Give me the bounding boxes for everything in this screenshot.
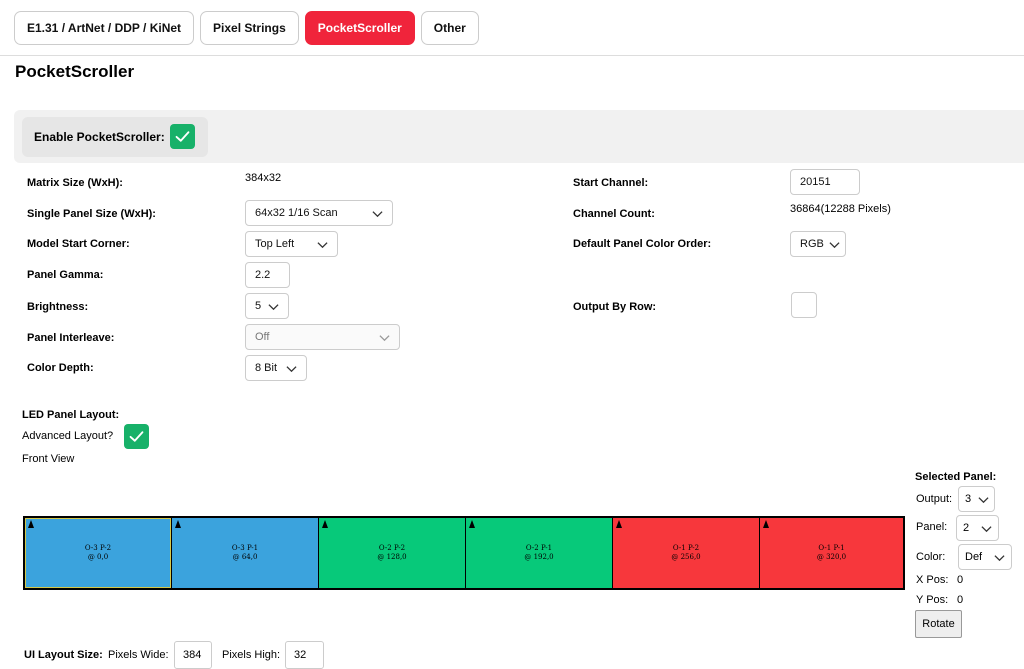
led-panel[interactable]: O-2 P-1 @ 192,0: [466, 518, 612, 588]
panel-select[interactable]: 2: [956, 515, 999, 541]
gamma-label: Panel Gamma:: [27, 269, 104, 281]
front-view-label: Front View: [22, 453, 75, 465]
output-by-row-checkbox[interactable]: [791, 292, 817, 318]
enable-checkbox[interactable]: [170, 124, 195, 149]
panel-id: O-3 P-2: [84, 543, 112, 552]
orientation-arrow-icon: [763, 520, 769, 528]
ypos-value: 0: [957, 594, 964, 606]
panel-id: O-2 P-1: [525, 543, 553, 552]
color-depth-select[interactable]: 8 Bit: [245, 355, 307, 381]
output-value: 3: [965, 493, 972, 505]
panel-position: @ 320,0: [816, 553, 847, 561]
color-order-label: Default Panel Color Order:: [573, 238, 712, 250]
single-panel-select[interactable]: 64x32 1/16 Scan: [245, 200, 393, 226]
single-panel-label: Single Panel Size (WxH):: [27, 208, 156, 220]
tab-other[interactable]: Other: [420, 11, 479, 45]
led-panel[interactable]: O-3 P-2 @ 0,0: [25, 518, 171, 588]
panel-position: @ 128,0: [377, 553, 407, 561]
color-select[interactable]: Def: [958, 544, 1012, 570]
interleave-label: Panel Interleave:: [27, 332, 115, 344]
output-select[interactable]: 3: [958, 486, 995, 512]
brightness-label: Brightness:: [27, 301, 89, 313]
layout-title: LED Panel Layout:: [22, 409, 120, 421]
led-panel[interactable]: O-1 P-2 @ 256,0: [613, 518, 759, 588]
orientation-arrow-icon: [28, 520, 34, 528]
advanced-layout-checkbox[interactable]: [124, 424, 149, 449]
panel-id: O-3 P-1: [231, 543, 259, 552]
tab-divider: [0, 55, 1024, 56]
chevron-down-icon: [978, 497, 989, 504]
pixels-wide-input[interactable]: 384: [174, 641, 212, 669]
color-value: Def: [965, 551, 983, 563]
selected-panel-title: Selected Panel:: [915, 471, 997, 483]
xpos-label: X Pos:: [916, 574, 949, 586]
pixels-high-input[interactable]: 32: [285, 641, 324, 669]
panel-id: O-1 P-1: [818, 543, 845, 552]
rotate-button[interactable]: Rotate: [915, 610, 962, 638]
panel-id: O-1 P-2: [672, 543, 700, 552]
single-panel-value: 64x32 1/16 Scan: [255, 207, 338, 219]
gamma-input[interactable]: 2.2: [245, 262, 290, 288]
advanced-layout-label: Advanced Layout?: [22, 430, 114, 442]
color-depth-value: 8 Bit: [255, 362, 278, 374]
xpos-value: 0: [957, 574, 964, 586]
start-corner-label: Model Start Corner:: [27, 238, 130, 250]
color-order-value: RGB: [800, 238, 824, 250]
chevron-down-icon: [994, 555, 1005, 562]
color-label: Color:: [916, 551, 946, 563]
color-order-select[interactable]: RGB: [790, 231, 846, 257]
panel-id: O-2 P-2: [378, 543, 406, 552]
chevron-down-icon: [286, 366, 297, 373]
tab-e131[interactable]: E1.31 / ArtNet / DDP / KiNet: [14, 11, 195, 45]
chevron-down-icon: [268, 304, 279, 311]
chevron-down-icon: [317, 242, 328, 249]
channel-count-label: Channel Count:: [573, 208, 655, 220]
start-channel-label: Start Channel:: [573, 177, 649, 189]
start-corner-value: Top Left: [255, 238, 295, 250]
panel-label: Panel:: [916, 521, 948, 533]
channel-count-value: 36864(12288 Pixels): [790, 203, 891, 215]
led-panel[interactable]: O-2 P-2 @ 128,0: [319, 518, 465, 588]
matrix-size-value: 384x32: [245, 172, 282, 184]
tab-pocketscroller[interactable]: PocketScroller: [304, 11, 415, 45]
enable-label: Enable PocketScroller:: [34, 130, 165, 144]
panel-position: @ 0,0: [87, 553, 109, 561]
output-by-row-label: Output By Row:: [573, 301, 657, 313]
led-panel[interactable]: O-1 P-1 @ 320,0: [760, 518, 903, 588]
orientation-arrow-icon: [175, 520, 181, 528]
pixels-wide-label: Pixels Wide:: [108, 649, 169, 661]
interleave-select[interactable]: Off: [245, 324, 400, 350]
orientation-arrow-icon: [322, 520, 328, 528]
ypos-label: Y Pos:: [916, 594, 949, 606]
panel-position: @ 192,0: [524, 553, 554, 561]
pixels-high-label: Pixels High:: [222, 649, 281, 661]
checkmark-icon: [129, 431, 144, 442]
panel-position: @ 256,0: [671, 553, 701, 561]
interleave-value: Off: [255, 331, 270, 343]
output-label: Output:: [916, 493, 953, 505]
brightness-select[interactable]: 5: [245, 293, 289, 319]
page-title: PocketScroller: [15, 62, 135, 81]
tab-bar: E1.31 / ArtNet / DDP / KiNet Pixel Strin…: [14, 11, 479, 45]
tab-pixel-strings[interactable]: Pixel Strings: [200, 11, 299, 45]
panel-value: 2: [963, 522, 970, 534]
chevron-down-icon: [372, 211, 383, 218]
orientation-arrow-icon: [469, 520, 475, 528]
chevron-down-icon: [981, 526, 992, 533]
chevron-down-icon: [379, 335, 390, 342]
panel-grid: O-3 P-2 @ 0,0 O-3 P-1 @ 64,0 O-2 P-2 @ 1…: [23, 516, 905, 590]
orientation-arrow-icon: [616, 520, 622, 528]
ui-size-label: UI Layout Size:: [24, 649, 103, 661]
start-channel-input[interactable]: 20151: [790, 169, 860, 195]
brightness-value: 5: [255, 300, 262, 312]
chevron-down-icon: [829, 242, 840, 249]
checkmark-icon: [175, 131, 190, 142]
panel-position: @ 64,0: [232, 553, 258, 561]
led-panel[interactable]: O-3 P-1 @ 64,0: [172, 518, 318, 588]
start-corner-select[interactable]: Top Left: [245, 231, 338, 257]
matrix-size-label: Matrix Size (WxH):: [27, 177, 123, 189]
color-depth-label: Color Depth:: [27, 362, 94, 374]
